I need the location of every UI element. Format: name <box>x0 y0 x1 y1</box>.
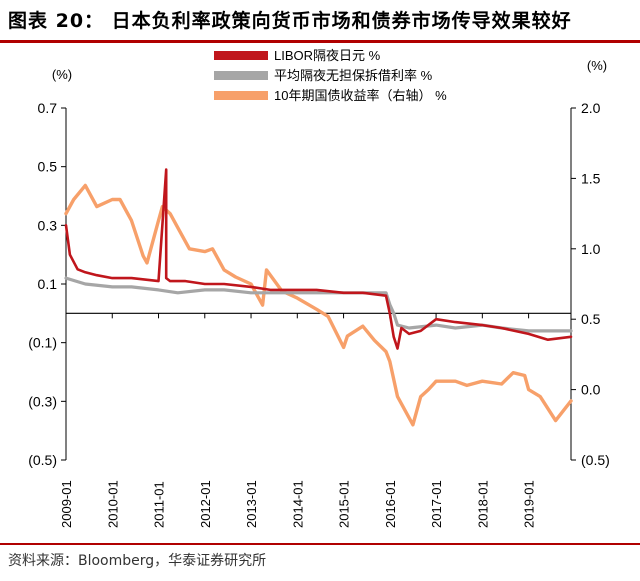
x-axis-tick-label: 2018-01 <box>475 480 490 528</box>
source-note: 资料来源：Bloomberg，华泰证券研究所 <box>8 553 267 569</box>
x-axis-tick-label: 2016-01 <box>383 480 398 528</box>
right-axis-tick-label: 0.5 <box>581 311 601 327</box>
chart: (%) (%) 0.7 0.5 0.3 0.1 (0.1) (0.3) (0.5) 2.0 1.5 1… <box>28 48 610 528</box>
x-axis-tick-label: 2013-01 <box>244 480 259 528</box>
left-axis-tick-label: 0.7 <box>38 100 58 116</box>
right-axis-tick-label: (0.5) <box>581 452 610 468</box>
x-axis-tick-label: 2014-01 <box>290 480 305 528</box>
x-axis-tick-label: 2015-01 <box>337 480 352 528</box>
figure-title: 图表 20： 日本负利率政策向货币市场和债券市场传导效果较好 <box>8 10 572 32</box>
right-axis-tick-label: 1.0 <box>581 241 601 257</box>
legend-swatch-3 <box>214 91 268 100</box>
right-axis-tick-label: 0.0 <box>581 382 601 398</box>
left-axis-unit: (%) <box>52 67 72 82</box>
right-axis-tick-label: 1.5 <box>581 170 601 186</box>
x-axis-tick-label: 2012-01 <box>198 480 213 528</box>
legend-label-3: 10年期国债收益率（右轴） % <box>274 88 447 103</box>
right-axis-tick-label: 2.0 <box>581 100 601 116</box>
title-divider <box>0 40 640 43</box>
left-axis-tick-label: 0.1 <box>38 276 58 292</box>
x-axis-tick-label: 2019-01 <box>522 480 537 528</box>
left-axis-tick-label: 0.5 <box>38 159 58 175</box>
series-line-2 <box>64 276 573 333</box>
x-axis-tick-label: 2011-01 <box>152 481 167 528</box>
left-axis-tick-label: (0.3) <box>28 393 57 409</box>
left-axis-tick-label: (0.5) <box>28 452 57 468</box>
x-axis-tick-label: 2017-01 <box>429 480 444 528</box>
x-axis-tick-label: 2009-01 <box>59 480 74 528</box>
series-line-3 <box>64 183 573 427</box>
legend-label-2: 平均隔夜无担保拆借利率 % <box>274 68 433 83</box>
series-line-1 <box>64 168 573 350</box>
footer-divider <box>0 543 640 545</box>
left-axis-tick-label: 0.3 <box>38 217 58 233</box>
legend-swatch-1 <box>214 51 268 60</box>
right-axis-unit: (%) <box>587 58 607 73</box>
x-axis-tick-label: 2010-01 <box>105 480 120 528</box>
legend-label-1: LIBOR隔夜日元 % <box>274 48 381 63</box>
legend-swatch-2 <box>214 71 268 80</box>
left-axis-tick-label: (0.1) <box>28 335 57 351</box>
